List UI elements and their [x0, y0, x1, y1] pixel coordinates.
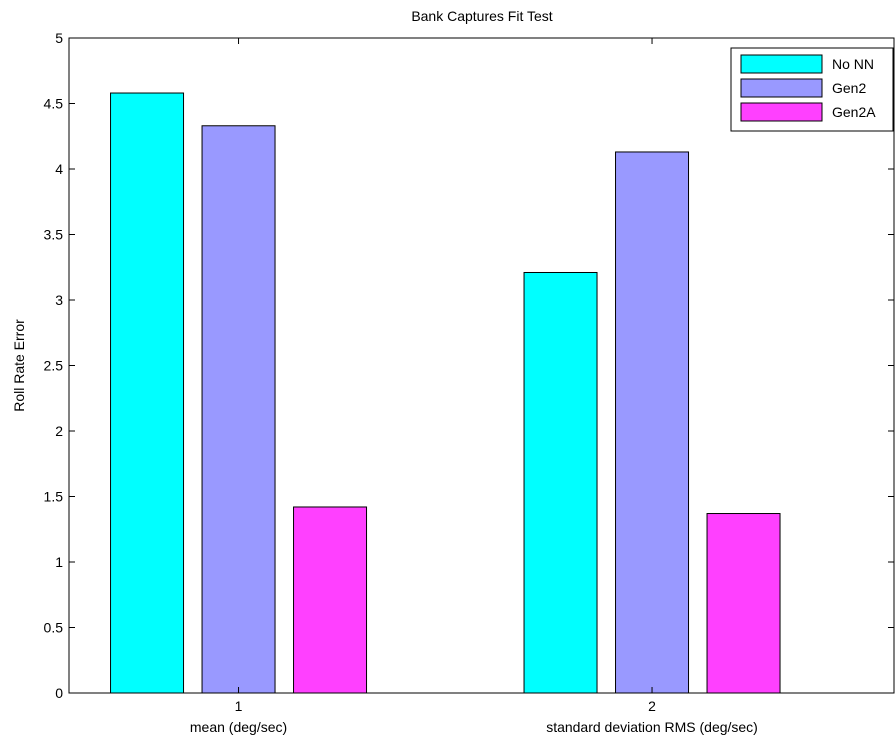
y-tick-label: 4.5 [44, 96, 64, 112]
y-tick-label: 3 [55, 292, 63, 308]
bar-gen2-1 [202, 126, 275, 693]
legend-label: Gen2 [832, 80, 866, 96]
legend-swatch [741, 79, 822, 97]
chart-title: Bank Captures Fit Test [411, 8, 552, 24]
y-tick-label: 1 [55, 554, 63, 570]
bar-no-nn-1 [111, 93, 184, 693]
bars-layer [111, 93, 780, 693]
y-tick-label: 2 [55, 423, 63, 439]
y-tick-label: 4 [55, 161, 63, 177]
x-tick-label: 1 [235, 698, 243, 714]
legend-label: Gen2A [832, 104, 876, 120]
y-tick-label: 0.5 [44, 620, 64, 636]
y-tick-label: 2.5 [44, 358, 64, 374]
bar-gen2a-2 [707, 514, 780, 693]
y-axis-label: Roll Rate Error [11, 319, 27, 412]
legend-label: No NN [832, 56, 874, 72]
legend-swatch [741, 103, 822, 121]
y-tick-label: 3.5 [44, 227, 64, 243]
x-category-sublabel: mean (deg/sec) [190, 719, 287, 735]
x-tick-label: 2 [648, 698, 656, 714]
legend-swatch [741, 55, 822, 73]
y-tick-label: 5 [55, 30, 63, 46]
y-tick-label: 0 [55, 685, 63, 701]
y-tick-label: 1.5 [44, 489, 64, 505]
bar-gen2a-1 [294, 507, 367, 693]
x-category-sublabel: standard deviation RMS (deg/sec) [546, 719, 758, 735]
bar-gen2-2 [616, 152, 689, 693]
bar-no-nn-2 [524, 272, 597, 693]
legend: No NN Gen2 Gen2A [731, 48, 893, 131]
